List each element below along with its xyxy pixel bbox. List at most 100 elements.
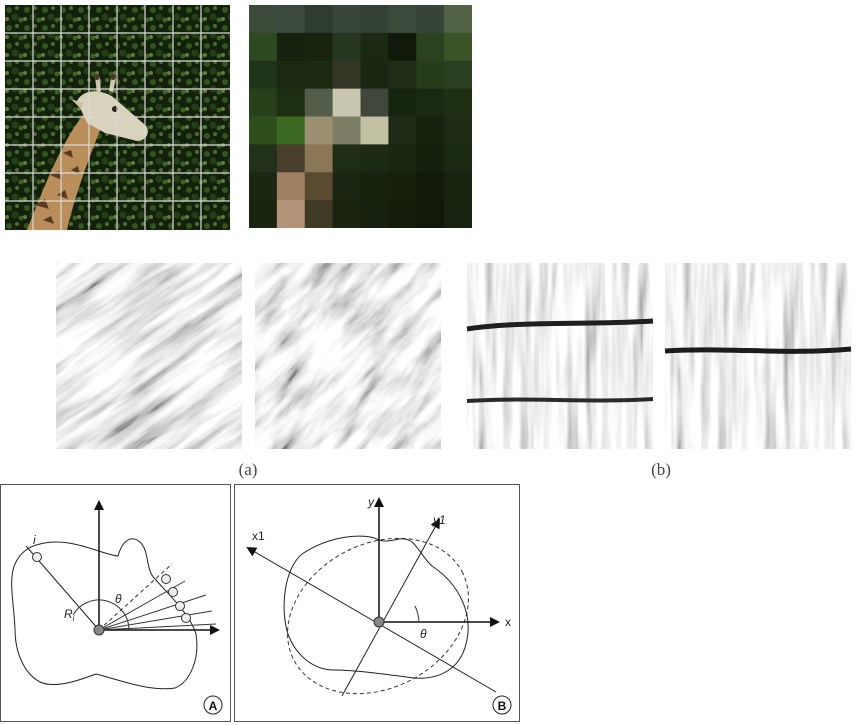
- y1-label: y1: [432, 513, 446, 527]
- pixel-cell: [249, 144, 278, 173]
- pixel-cell: [332, 60, 362, 90]
- texture-panel: (a) (b): [56, 263, 852, 479]
- badge-b: [492, 695, 512, 715]
- badge-a: [203, 695, 223, 715]
- shape-outline: [283, 535, 469, 679]
- pixel-cell: [416, 5, 445, 34]
- shape-outline: [11, 538, 198, 690]
- pixel-cell: [388, 32, 417, 62]
- pixel-cell: [388, 5, 417, 34]
- pixel-cell: [444, 32, 473, 62]
- pixel-cell: [276, 60, 306, 90]
- pixel-cell: [332, 32, 362, 62]
- pixel-block: [249, 5, 473, 229]
- pixel-cell: [304, 116, 334, 145]
- sample-point: [161, 574, 171, 584]
- fitted-ellipse: [287, 537, 469, 695]
- pixel-cell: [360, 5, 389, 34]
- pixel-cell: [444, 116, 473, 145]
- pixel-cell: [416, 60, 445, 90]
- theta-label: θ: [420, 627, 427, 641]
- badge-b-label: B: [498, 699, 507, 713]
- sample-point: [168, 587, 178, 597]
- pixel-cell: [249, 200, 278, 229]
- point-i-label: i: [33, 533, 36, 547]
- pixel-cell: [388, 60, 417, 90]
- texture-b-left: [466, 263, 654, 449]
- pixel-cell: [416, 172, 445, 201]
- pixel-cell: [332, 172, 362, 201]
- sample-point: [175, 601, 185, 611]
- pixel-cell: [332, 200, 362, 229]
- x1-label: x1: [252, 529, 265, 543]
- pixel-cell: [360, 144, 389, 173]
- pixel-cell: [276, 116, 306, 145]
- pixel-cell: [304, 32, 334, 62]
- pixel-cell: [444, 200, 473, 229]
- pixel-cell: [332, 116, 362, 145]
- pixel-cell: [304, 200, 334, 229]
- label-b: (b): [651, 460, 671, 479]
- pixel-cell: [276, 88, 306, 118]
- pixel-cell: [304, 5, 334, 34]
- pixel-cell: [444, 88, 473, 118]
- radius-label: Ri: [64, 607, 75, 623]
- pixel-cell: [276, 32, 306, 62]
- pixel-cell: [360, 172, 389, 201]
- pixel-cell: [249, 32, 278, 62]
- pixel-cell: [388, 116, 417, 145]
- pixel-cell: [416, 32, 445, 62]
- grid-lines: [5, 5, 230, 230]
- pixel-cell: [249, 88, 278, 118]
- x-label: x: [505, 615, 511, 629]
- badge-a-label: A: [209, 699, 218, 713]
- giraffe-photo: [5, 5, 230, 230]
- pixel-cell: [276, 172, 306, 201]
- pixel-cell: [388, 200, 417, 229]
- angle-arc: [72, 599, 130, 631]
- diagram-a: i θ Ri A: [0, 484, 231, 722]
- pixel-cell: [444, 172, 473, 201]
- pixel-cell: [249, 60, 278, 90]
- diagram-b: y x x1 y1 θ B: [234, 484, 520, 722]
- pixel-cell: [276, 200, 306, 229]
- pixel-cell: [444, 60, 473, 90]
- pixel-cell: [416, 88, 445, 118]
- pixel-cell: [332, 88, 362, 118]
- label-a: (a): [239, 460, 258, 479]
- pixel-cell: [249, 116, 278, 145]
- pixel-cell: [304, 88, 334, 118]
- pixel-cell: [360, 116, 389, 145]
- texture-b-right: [664, 263, 852, 449]
- pixel-cell: [360, 88, 389, 118]
- y-label: y: [367, 495, 375, 509]
- x1-axis-arrow: [246, 546, 497, 693]
- point-i-marker: [32, 552, 42, 562]
- texture-a-right: [255, 263, 441, 449]
- pixel-cell: [360, 60, 389, 90]
- ray-3: [98, 610, 213, 631]
- theta-label: θ: [115, 592, 122, 606]
- pixel-cell: [249, 172, 278, 201]
- pixel-cell: [444, 5, 473, 34]
- pixel-cell: [332, 144, 362, 173]
- pixel-cell: [360, 32, 389, 62]
- pixel-cell: [416, 200, 445, 229]
- y1-axis-arrow: [341, 518, 440, 697]
- pixel-cell: [304, 172, 334, 201]
- pixel-cell: [304, 144, 334, 173]
- pixel-cell: [388, 144, 417, 173]
- pixel-cell: [416, 144, 445, 173]
- angle-arc: [414, 605, 420, 623]
- ray-4: [98, 623, 217, 631]
- pixel-cell: [276, 5, 306, 34]
- centroid-point: [93, 624, 105, 636]
- pixel-cell: [304, 60, 334, 90]
- texture-a-left: [56, 263, 242, 449]
- pixel-cell: [416, 116, 445, 145]
- pixel-cell: [388, 172, 417, 201]
- pixel-cell: [388, 88, 417, 118]
- dashed-ray: [98, 563, 173, 631]
- pixel-cell: [276, 144, 306, 173]
- pixel-block-grid: [249, 5, 473, 229]
